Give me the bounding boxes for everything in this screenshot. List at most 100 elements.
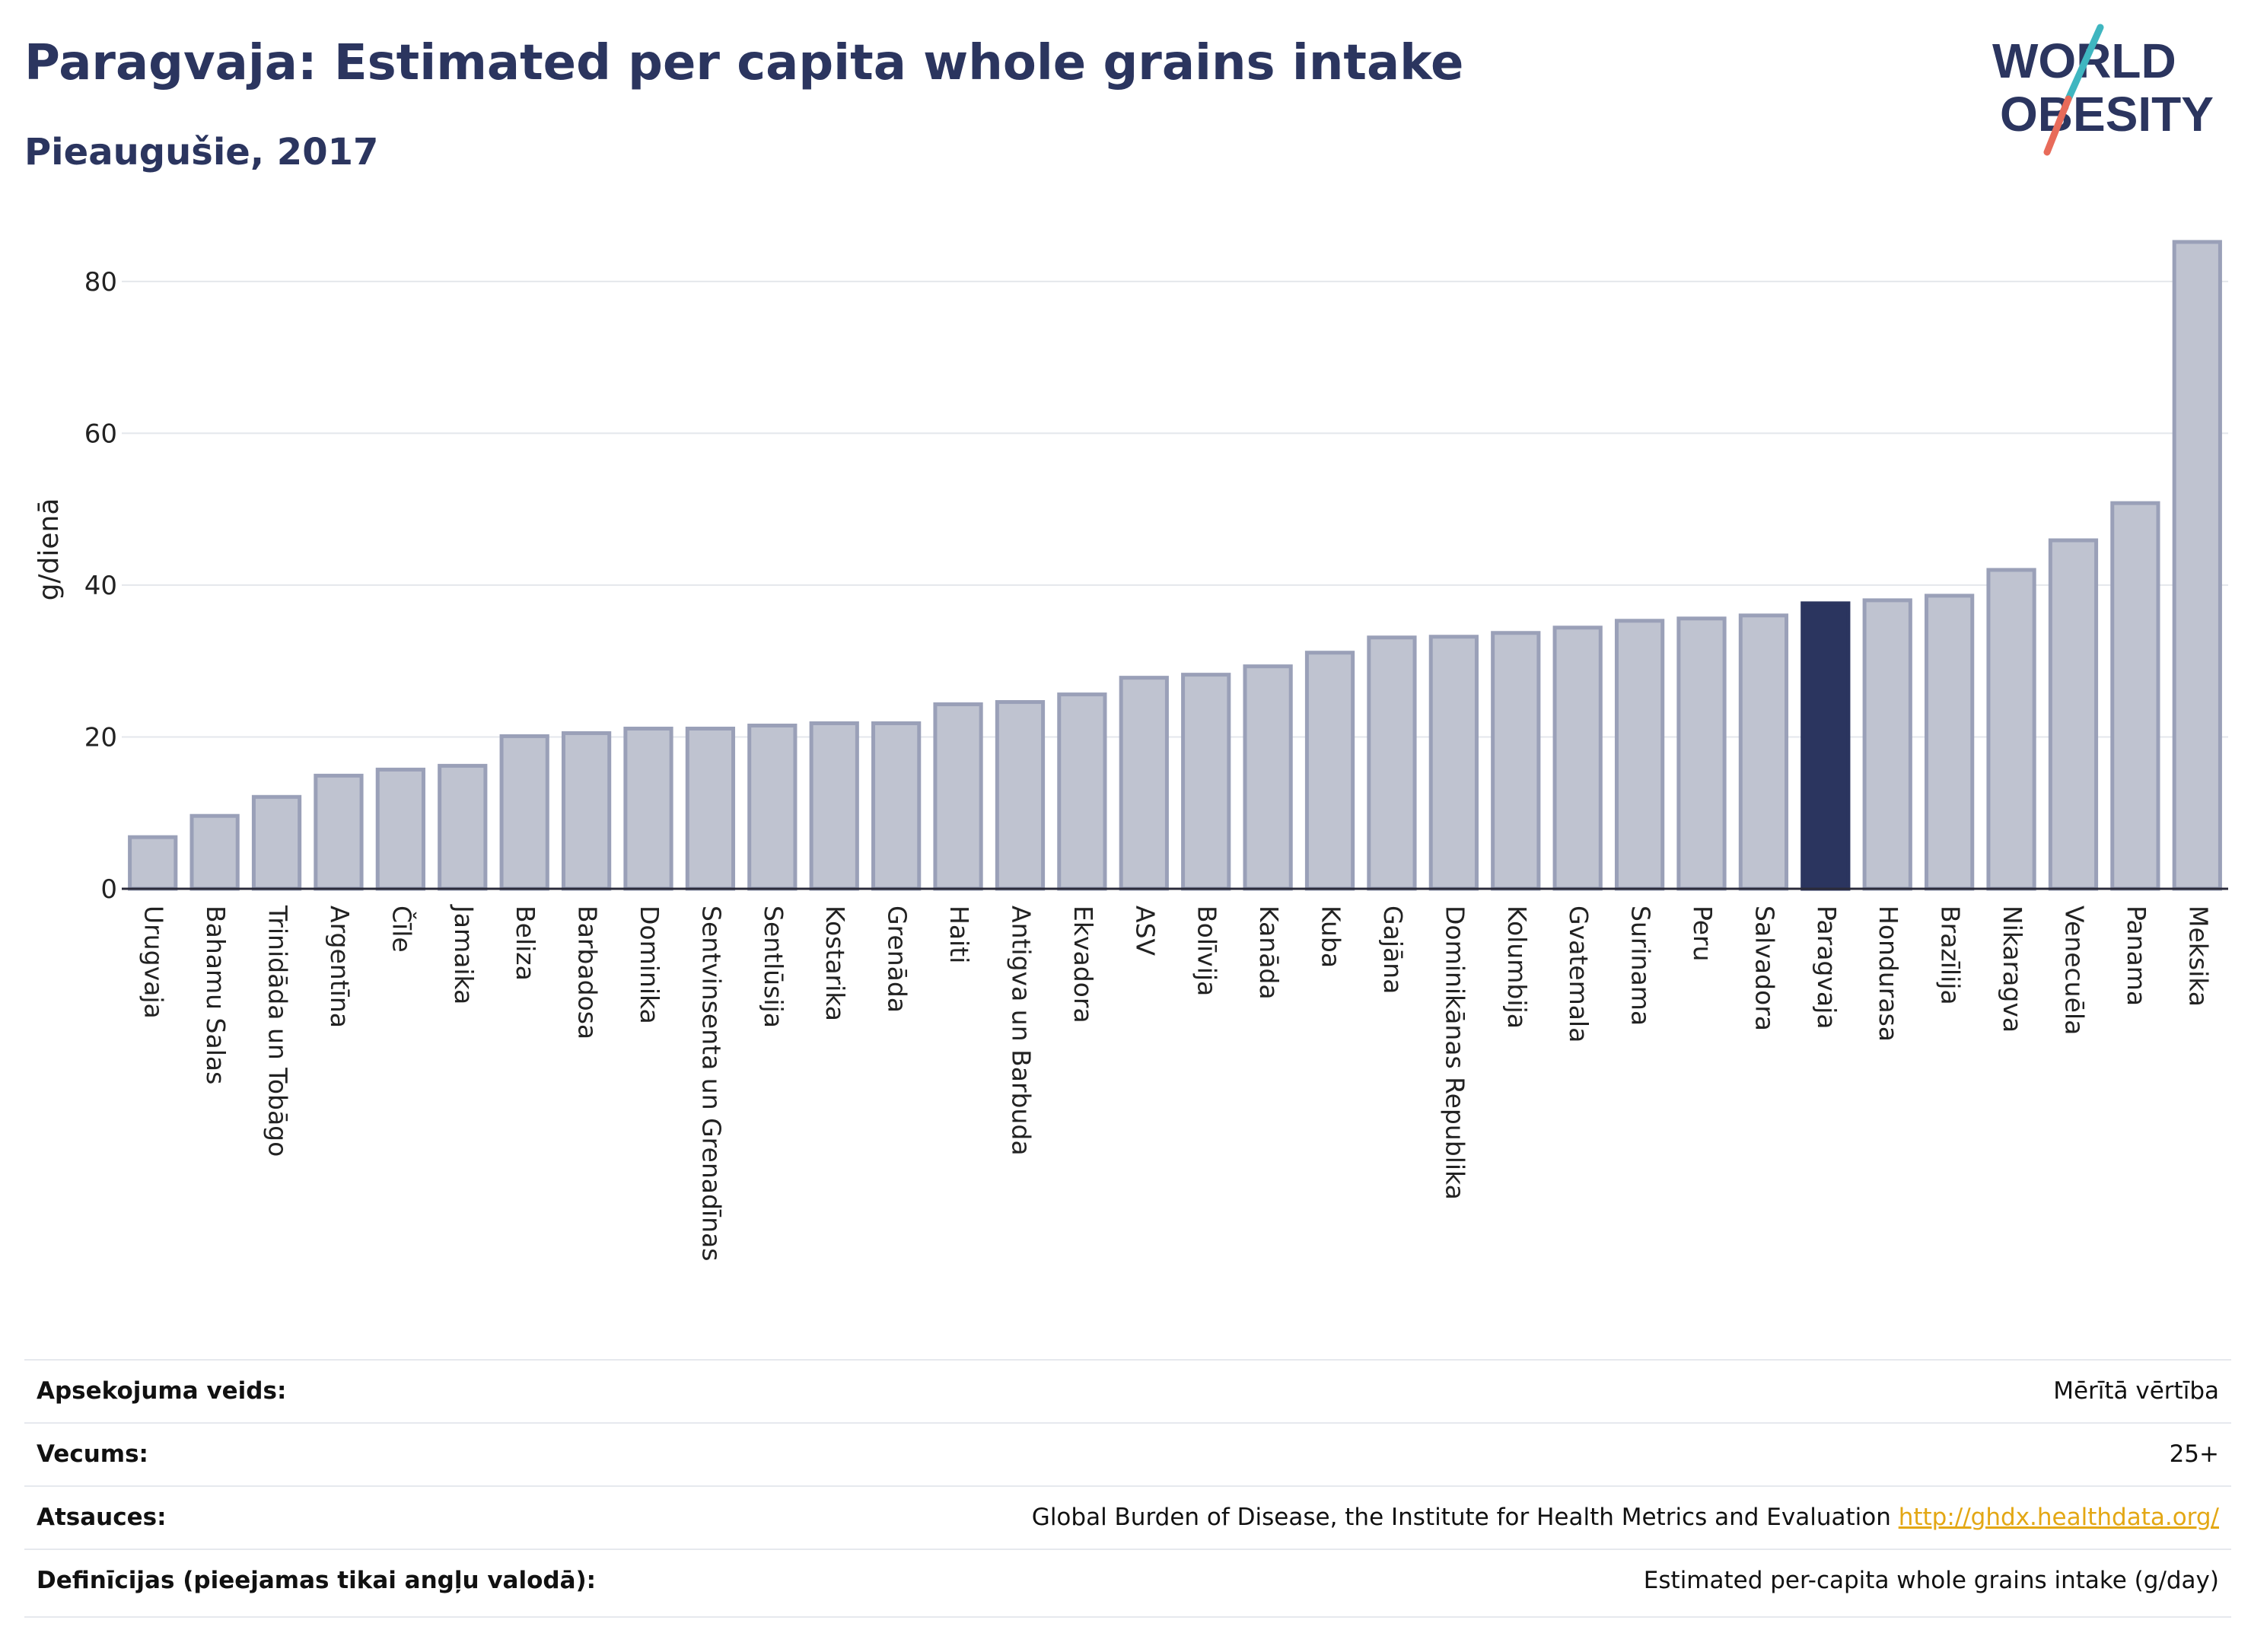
bar-16[interactable]: [1119, 676, 1169, 891]
bar-22[interactable]: [1491, 631, 1541, 891]
y-tick-label: 20: [84, 722, 117, 753]
bar-25[interactable]: [1676, 616, 1727, 891]
bar-5[interactable]: [438, 763, 488, 891]
bar-11[interactable]: [809, 721, 859, 891]
bar-4[interactable]: [375, 767, 425, 891]
info-row-key: Definīcijas (pieejamas tikai angļu valod…: [37, 1567, 597, 1594]
info-row-value-text: Estimated per-capita whole grains intake…: [1643, 1567, 2219, 1594]
x-tick-label: Sentvinsenta un Grenadīnas: [696, 906, 726, 1261]
info-row: Apsekojuma veids: Mērītā vērtība: [24, 1359, 2231, 1423]
bar-0[interactable]: [128, 835, 178, 891]
bar-33[interactable]: [2172, 240, 2222, 891]
bar-12[interactable]: [871, 721, 922, 891]
info-row-value-text: 25+: [2169, 1440, 2219, 1468]
x-tick-label: Trinidāda un Tobāgo: [263, 905, 293, 1157]
logo-slash-coral-icon: [2043, 95, 2072, 156]
x-tick-label: Čīle: [387, 906, 417, 953]
info-row-value-text: Mērītā vērtība: [2053, 1377, 2219, 1405]
bar-13[interactable]: [933, 702, 983, 891]
bar-18[interactable]: [1243, 664, 1293, 891]
y-tick-label: 60: [84, 419, 117, 449]
bar-30[interactable]: [1986, 568, 2036, 891]
bar-32[interactable]: [2110, 501, 2160, 891]
x-tick-label: Urugvaja: [139, 906, 169, 1019]
x-tick-label: Surinama: [1626, 906, 1656, 1026]
bar-10[interactable]: [747, 723, 798, 891]
chart-subtitle: Pieaugušie, 2017: [24, 131, 379, 173]
bar-8[interactable]: [623, 726, 673, 891]
bar-19[interactable]: [1304, 651, 1355, 891]
x-tick-label: Dominika: [635, 906, 664, 1024]
logo-line2: OBESITY: [2000, 87, 2214, 142]
x-tick-label: Dominikānas Republika: [1440, 906, 1469, 1200]
bar-23[interactable]: [1552, 625, 1603, 891]
bar-2[interactable]: [251, 794, 302, 891]
x-tick-label: Sentlūsija: [759, 906, 788, 1028]
logo-slash-teal-icon: [2065, 24, 2104, 103]
bar-1[interactable]: [189, 813, 240, 891]
bar-7[interactable]: [561, 731, 612, 891]
x-tick-label: Grenāda: [883, 906, 912, 1013]
info-row-value: 25+: [2170, 1440, 2219, 1468]
bar-6[interactable]: [499, 734, 549, 891]
info-row-value: Global Burden of Disease, the Institute …: [1032, 1504, 2219, 1531]
x-tick-label: Kuba: [1317, 906, 1346, 968]
world-obesity-logo: WORLD OBESITY: [1992, 24, 2214, 156]
info-row-key: Apsekojuma veids:: [37, 1377, 287, 1405]
bars: [128, 240, 2222, 891]
bar-29[interactable]: [1925, 594, 1975, 891]
bar-chart: 0 20 40 60 80 Urugvaja Bahamu Salas Trinidāda u…: [33, 240, 2228, 1261]
x-tick-label: Ekvadora: [1068, 906, 1098, 1023]
bar-26[interactable]: [1738, 613, 1789, 891]
bar-24[interactable]: [1614, 619, 1665, 891]
x-tick-label: Kostarika: [820, 906, 850, 1021]
info-row-key: Vecums:: [37, 1440, 148, 1468]
x-tick-label: Argentīna: [325, 906, 355, 1028]
bar-28[interactable]: [1862, 598, 1912, 891]
x-tick-label: Venecuēla: [2059, 906, 2089, 1035]
source-link[interactable]: http://ghdx.healthdata.org/: [1898, 1504, 2219, 1531]
y-tick-label: 80: [84, 267, 117, 298]
bar-15[interactable]: [1057, 692, 1107, 891]
x-tick-label: Gvatemala: [1564, 906, 1594, 1042]
bar-27[interactable]: [1800, 601, 1851, 891]
y-axis-label: g/dienā: [33, 498, 65, 601]
bar-17[interactable]: [1181, 673, 1231, 891]
info-row: Definīcijas (pieejamas tikai angļu valod…: [24, 1549, 2231, 1612]
x-tick-label: Antigva un Barbuda: [1006, 906, 1036, 1156]
axes: 0 20 40 60 80 Urugvaja Bahamu Salas Trinidāda u…: [84, 267, 2228, 1261]
bar-20[interactable]: [1367, 635, 1417, 891]
info-row-key: Atsauces:: [37, 1504, 167, 1531]
info-row-value: Estimated per-capita whole grains intake…: [1644, 1567, 2219, 1594]
x-tick-label: Nikaragva: [1998, 906, 2027, 1033]
info-row: Atsauces: Global Burden of Disease, the I…: [24, 1485, 2231, 1549]
x-tick-label: Kolumbija: [1502, 906, 1532, 1029]
x-tick-label: Bolīvija: [1192, 906, 1222, 996]
bar-3[interactable]: [314, 773, 364, 891]
info-table-bottom-border: [24, 1616, 2231, 1618]
info-row-value: Mērītā vērtība: [2053, 1377, 2219, 1405]
bar-21[interactable]: [1428, 635, 1479, 891]
info-row-value-text: Global Burden of Disease, the Institute …: [1031, 1504, 1891, 1531]
x-tick-label: Beliza: [511, 906, 540, 981]
x-tick-label: Bahamu Salas: [201, 906, 231, 1084]
x-tick-label: Meksika: [2183, 906, 2213, 1007]
bar-31[interactable]: [2048, 538, 2099, 891]
x-tick-label: Paragvaja: [1812, 906, 1842, 1030]
x-tick-label: Panama: [2122, 906, 2151, 1006]
x-tick-label: Hondurasa: [1874, 906, 1903, 1042]
x-tick-label: ASV: [1130, 906, 1160, 957]
y-tick-label: 40: [84, 571, 117, 601]
x-tick-label: Haiti: [944, 906, 974, 963]
bar-9[interactable]: [685, 726, 736, 891]
bar-14[interactable]: [995, 700, 1046, 891]
x-tick-label: Peru: [1688, 906, 1718, 962]
x-tick-label: Jamaika: [449, 904, 479, 1004]
x-tick-label: Brazīlija: [1936, 906, 1966, 1005]
x-tick-label: Kanāda: [1254, 906, 1284, 1000]
x-tick-label: Gajāna: [1378, 906, 1408, 994]
info-row: Vecums: 25+: [24, 1422, 2231, 1486]
chart-title: Paragvaja: Estimated per capita whole gr…: [24, 35, 1464, 91]
x-tick-label: Salvadora: [1750, 906, 1779, 1031]
x-tick-label: Barbadosa: [573, 906, 603, 1039]
